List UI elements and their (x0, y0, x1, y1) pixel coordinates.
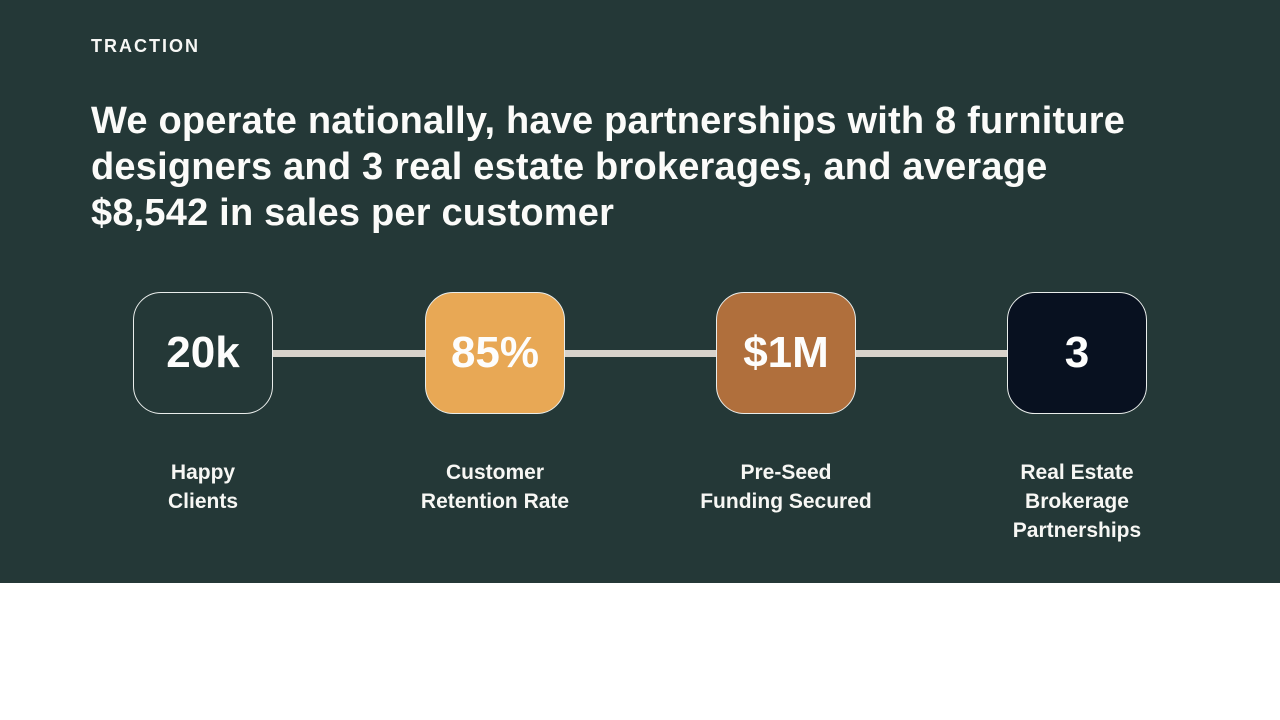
stat-label-preseed-funding: Pre-Seed Funding Secured (700, 461, 872, 513)
connector-line (564, 350, 717, 357)
stat-tile-brokerage-partnerships: 3 (1007, 292, 1147, 414)
stat-label-happy-clients: Happy Clients (167, 461, 238, 513)
stat-label-brokerage-partnerships: Real Estate Brokerage Partnerships (1012, 461, 1142, 542)
slide-eyebrow: TRACTION (91, 36, 200, 56)
footer-strip: Partnerships with LOGO LOGO (0, 583, 1280, 720)
stat-tile-preseed-funding: $1M (716, 292, 856, 414)
stat-value: 85% (450, 328, 540, 377)
connector-line (272, 350, 426, 357)
stat-tile-retention-rate: 85% (425, 292, 565, 414)
stat-value: $1M (743, 328, 829, 377)
connector-line (855, 350, 1008, 357)
stat-tile-happy-clients: 20k (133, 292, 273, 414)
stat-value: 3 (1064, 328, 1090, 377)
stat-value: 20k (166, 328, 240, 377)
slide-headline: We operate nationally, have partnerships… (91, 100, 1126, 234)
stat-label-retention-rate: Customer Retention Rate (420, 461, 570, 513)
